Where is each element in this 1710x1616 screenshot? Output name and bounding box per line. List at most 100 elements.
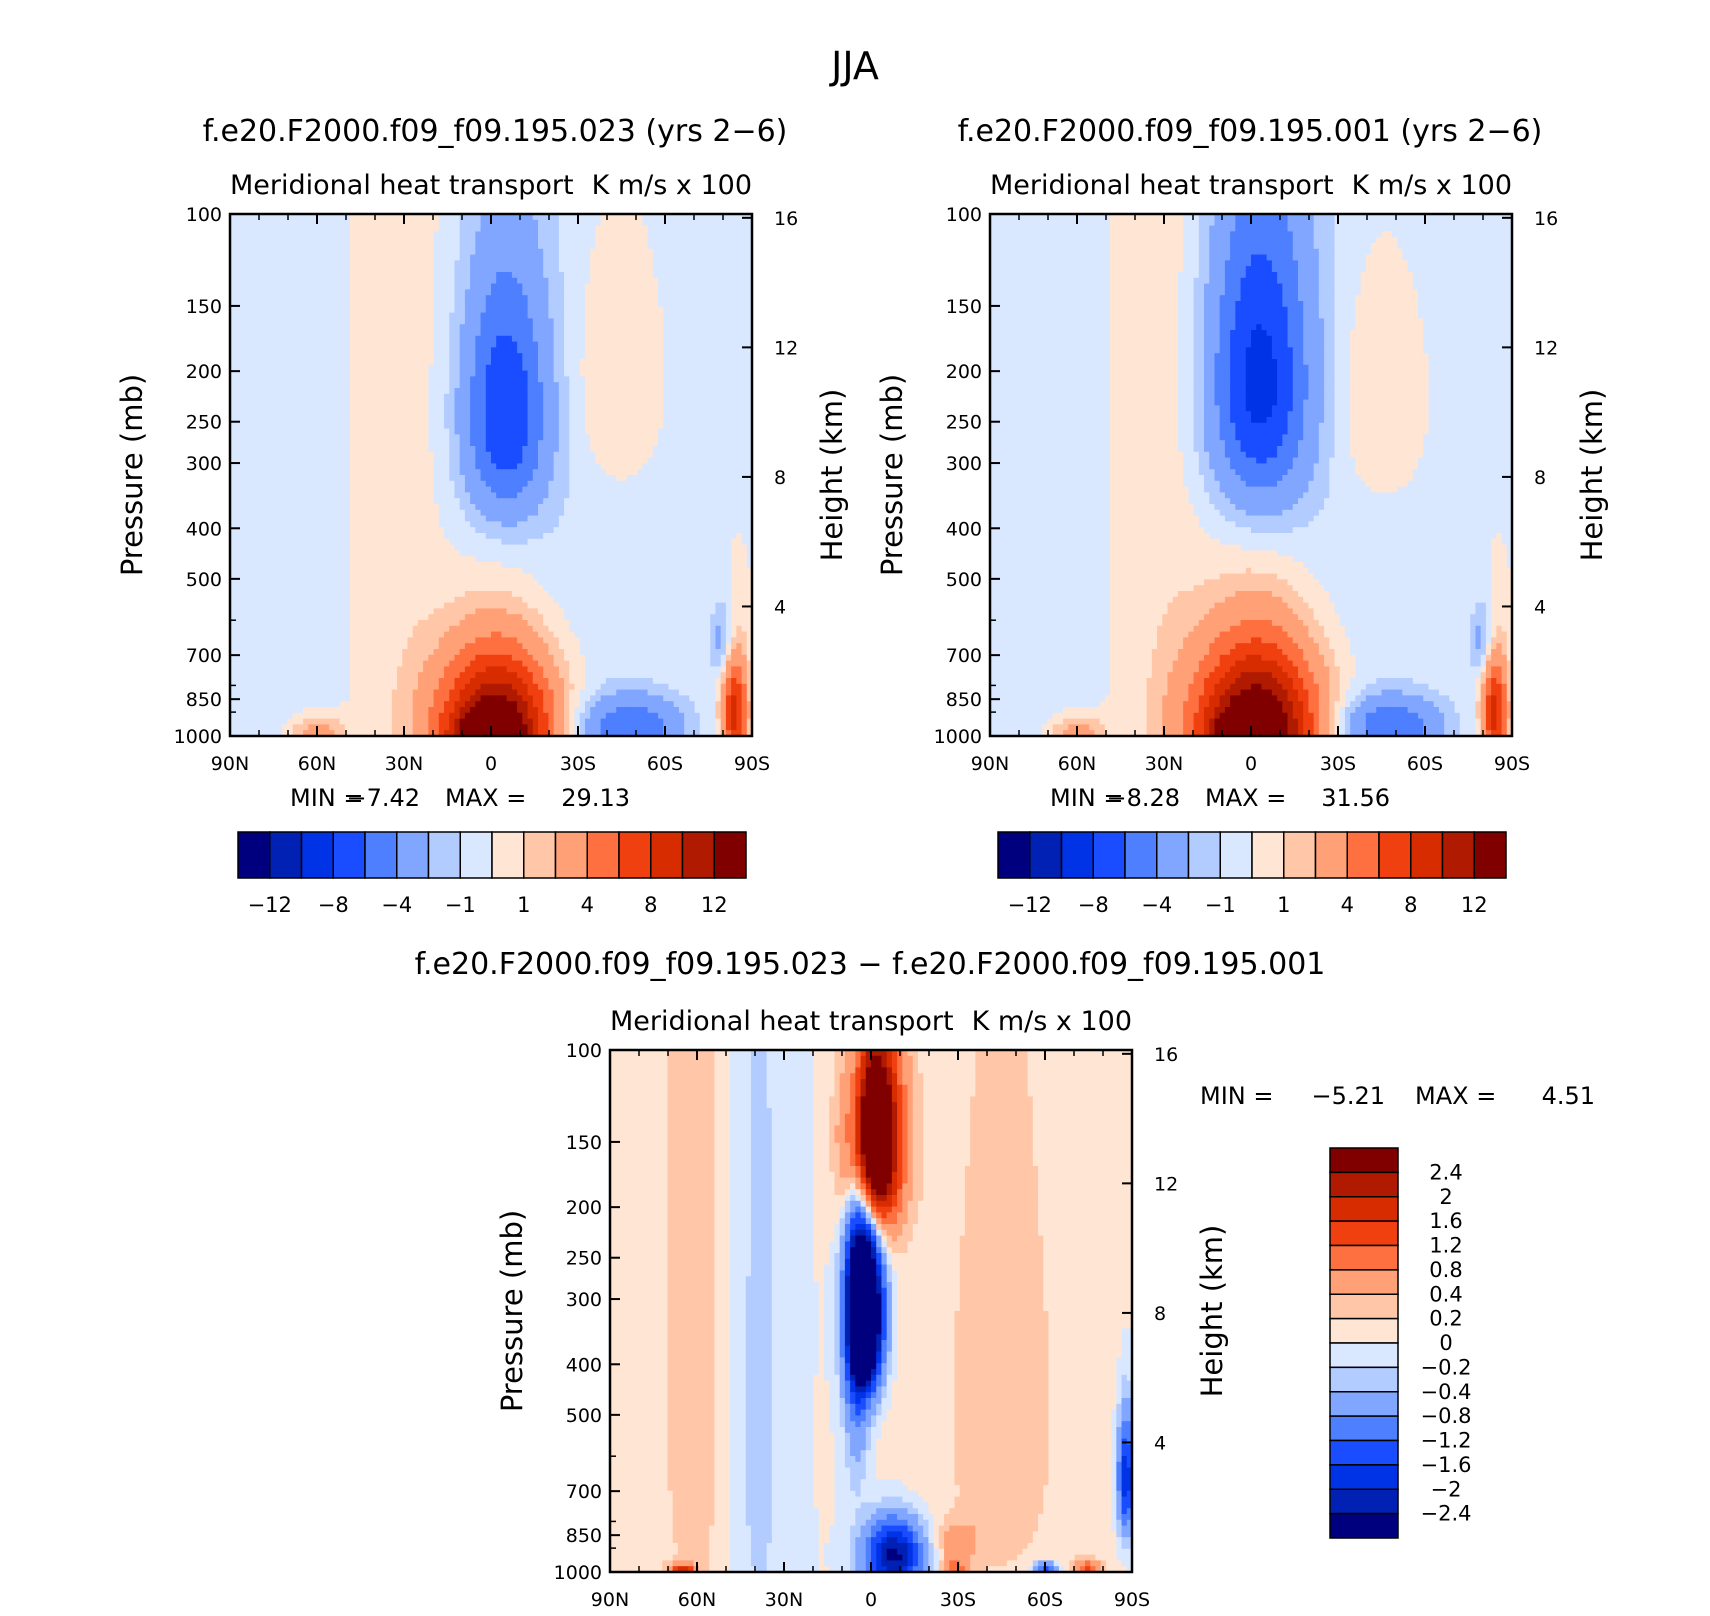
field-cell	[491, 278, 497, 284]
field-cell	[710, 237, 716, 243]
field-cell	[564, 284, 570, 290]
field-cell	[491, 237, 497, 243]
field-cell	[397, 226, 403, 232]
field-cell	[580, 255, 586, 261]
field-cell	[689, 237, 695, 243]
field-cell	[507, 237, 513, 243]
field-cell	[601, 260, 607, 266]
field-cell	[700, 260, 706, 266]
field-cell	[470, 237, 476, 243]
field-cell	[434, 278, 440, 284]
field-cell	[601, 231, 607, 237]
field-cell	[287, 272, 293, 278]
field-cell	[742, 272, 748, 278]
field-cell	[345, 255, 351, 261]
field-cell	[334, 272, 340, 278]
field-cell	[548, 243, 554, 249]
field-cell	[407, 249, 413, 255]
field-cell	[324, 260, 330, 266]
field-cell	[298, 255, 304, 261]
field-cell	[522, 289, 528, 295]
field-cell	[616, 237, 622, 243]
field-cell	[345, 266, 351, 272]
field-cell	[272, 226, 278, 232]
field-cell	[256, 220, 262, 226]
field-cell	[731, 231, 737, 237]
field-cell	[261, 278, 267, 284]
field-cell	[324, 226, 330, 232]
field-cell	[705, 220, 711, 226]
field-cell	[387, 249, 393, 255]
field-cell	[329, 289, 335, 295]
field-cell	[637, 249, 643, 255]
field-cell	[627, 220, 633, 226]
field-cell	[705, 231, 711, 237]
field-cell	[507, 284, 513, 290]
field-cell	[736, 226, 742, 232]
field-cell	[340, 243, 346, 249]
field-cell	[543, 260, 549, 266]
field-cell	[663, 226, 669, 232]
field-cell	[392, 226, 398, 232]
field-cell	[679, 266, 685, 272]
field-cell	[293, 237, 299, 243]
field-cell	[345, 284, 351, 290]
field-cell	[371, 220, 377, 226]
field-cell	[240, 284, 246, 290]
field-cell	[392, 249, 398, 255]
field-cell	[533, 266, 539, 272]
field-cell	[512, 260, 518, 266]
field-cell	[261, 266, 267, 272]
field-cell	[590, 278, 596, 284]
field-cell	[287, 278, 293, 284]
field-cell	[287, 266, 293, 272]
field-cell	[648, 243, 654, 249]
field-cell	[272, 255, 278, 261]
field-cell	[637, 243, 643, 249]
field-cell	[407, 243, 413, 249]
field-cell	[601, 220, 607, 226]
field-cell	[689, 260, 695, 266]
field-cell	[324, 237, 330, 243]
field-cell	[726, 272, 732, 278]
field-cell	[402, 278, 408, 284]
field-cell	[736, 278, 742, 284]
field-cell	[324, 220, 330, 226]
field-cell	[564, 243, 570, 249]
field-cell	[710, 278, 716, 284]
field-cell	[726, 243, 732, 249]
field-cell	[407, 220, 413, 226]
field-cell	[282, 266, 288, 272]
field-cell	[319, 255, 325, 261]
field-cell	[392, 272, 398, 278]
field-cell	[340, 289, 346, 295]
field-cell	[345, 231, 351, 237]
field-cell	[329, 284, 335, 290]
field-cell	[371, 266, 377, 272]
field-cell	[622, 266, 628, 272]
field-cell	[324, 272, 330, 278]
field-cell	[501, 266, 507, 272]
field-cell	[319, 220, 325, 226]
field-cell	[543, 243, 549, 249]
field-cell	[465, 260, 471, 266]
field-cell	[428, 278, 434, 284]
field-cell	[486, 266, 492, 272]
field-cell	[726, 255, 732, 261]
field-cell	[486, 284, 492, 290]
field-cell	[449, 220, 455, 226]
field-cell	[554, 284, 560, 290]
field-cell	[387, 266, 393, 272]
field-cell	[538, 220, 544, 226]
field-cell	[543, 226, 549, 232]
field-cell	[668, 255, 674, 261]
field-cell	[501, 284, 507, 290]
field-cell	[465, 284, 471, 290]
field-cell	[517, 243, 523, 249]
field-cell	[319, 249, 325, 255]
field-cell	[314, 249, 320, 255]
field-cell	[653, 243, 659, 249]
field-cell	[585, 231, 591, 237]
field-cell	[334, 260, 340, 266]
field-cell	[522, 278, 528, 284]
